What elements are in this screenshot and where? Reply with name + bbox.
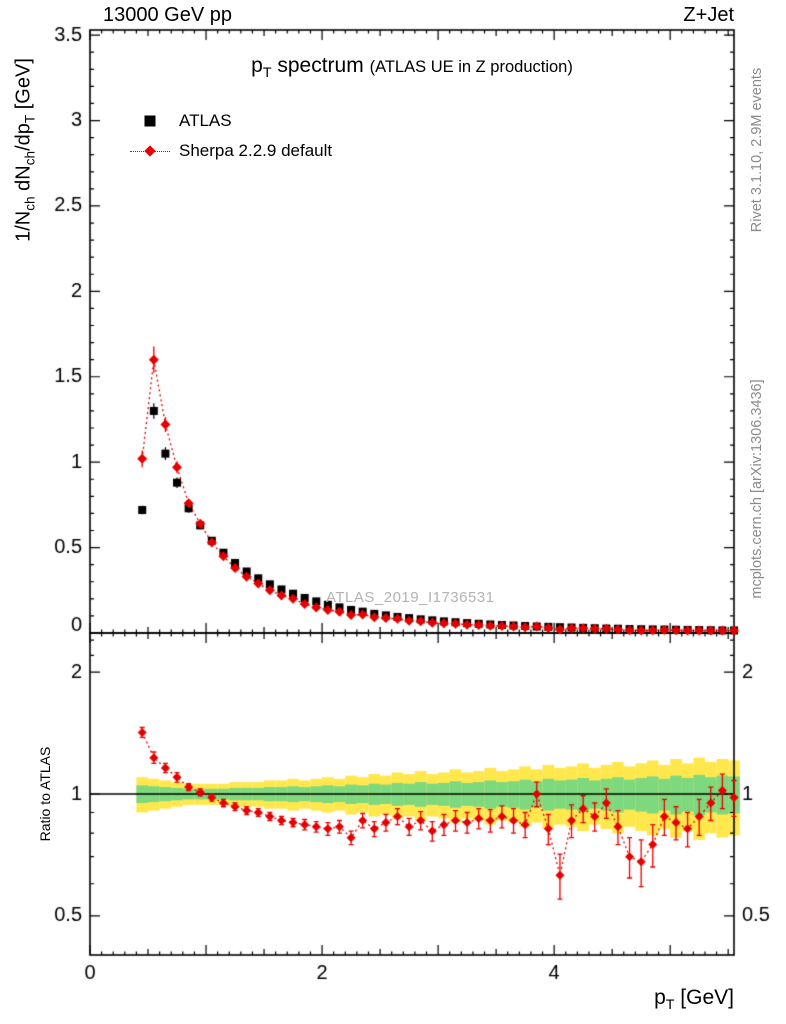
legend: ATLAS Sherpa 2.2.9 default (130, 106, 332, 166)
x-axis-label: pT [GeV] (654, 986, 734, 1014)
plot-title: pT spectrum (ATLAS UE in Z production) (251, 54, 573, 82)
analysis-watermark: ATLAS_2019_I1736531 (326, 589, 495, 606)
sherpa-diamond-marker-icon (130, 143, 170, 159)
legend-entry-atlas: ATLAS (130, 106, 332, 136)
rivet-version-label: Rivet 3.1.10, 2.9M events (749, 67, 765, 233)
collision-energy-label: 13000 GeV pp (103, 4, 232, 26)
process-label: Z+Jet (683, 4, 734, 26)
legend-label-sherpa: Sherpa 2.2.9 default (179, 141, 333, 160)
main-y-axis-label: 1/Nch dNch/dpT [GeV] (12, 58, 38, 242)
atlas-square-marker-icon (130, 113, 170, 129)
plot-title-note: (ATLAS UE in Z production) (369, 58, 573, 76)
legend-entry-sherpa: Sherpa 2.2.9 default (130, 136, 332, 166)
mcplots-reference-label: mcplots.cern.ch [arXiv:1306.3436] (749, 379, 765, 599)
ratio-y-axis-label: Ratio to ATLAS (37, 746, 53, 842)
legend-label-atlas: ATLAS (179, 111, 232, 130)
